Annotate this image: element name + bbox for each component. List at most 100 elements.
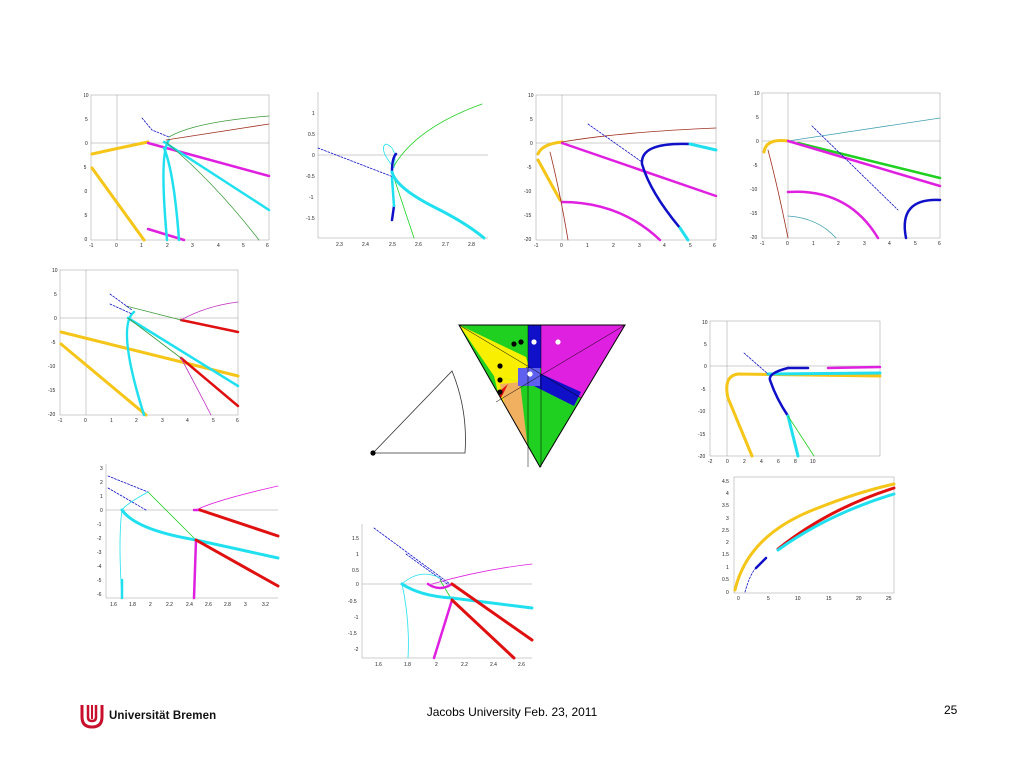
blue-dashed xyxy=(811,125,899,211)
svg-text:2: 2 xyxy=(166,243,169,248)
svg-text:0: 0 xyxy=(560,243,563,248)
magenta-loop xyxy=(426,582,454,590)
magenta-thin xyxy=(431,563,533,585)
axes xyxy=(709,320,881,457)
svg-text:-20: -20 xyxy=(48,412,55,418)
sector-diagram xyxy=(370,370,466,456)
green-thin-2 xyxy=(165,141,260,241)
magenta-line xyxy=(146,141,271,178)
svg-text:1: 1 xyxy=(356,552,359,558)
region-yellow xyxy=(459,325,534,384)
svg-text:-1: -1 xyxy=(354,615,359,621)
svg-text:0: 0 xyxy=(100,508,103,514)
axes xyxy=(59,269,239,416)
marker-black-1 xyxy=(511,341,517,347)
magenta-thin-2 xyxy=(180,357,212,416)
svg-text:0: 0 xyxy=(756,139,759,145)
university-logo: Universität Bremen xyxy=(80,702,216,730)
svg-text:-1: -1 xyxy=(309,195,314,201)
plot-panel-2: 1 0.5 0 -0.5 -1 -1.5 2.3 2.4 2.5 2.6 2.7 2.8 xyxy=(306,92,488,248)
svg-text:5: 5 xyxy=(54,292,57,298)
svg-text:10: 10 xyxy=(528,93,534,99)
svg-text:-20: -20 xyxy=(84,237,87,243)
svg-text:3.2: 3.2 xyxy=(262,602,269,608)
marker-white-3 xyxy=(527,371,533,377)
phase-triangle xyxy=(458,324,626,468)
axes xyxy=(535,94,717,241)
svg-text:5: 5 xyxy=(689,243,692,248)
cyan-thin-lower xyxy=(401,583,409,659)
svg-text:6: 6 xyxy=(713,243,716,248)
svg-text:1: 1 xyxy=(140,243,143,248)
teal-thin xyxy=(787,117,941,142)
green-thick xyxy=(796,141,942,180)
blue-thick xyxy=(640,142,692,230)
svg-text:2: 2 xyxy=(435,662,438,668)
svg-text:-20: -20 xyxy=(698,454,705,460)
svg-text:1.5: 1.5 xyxy=(722,552,729,558)
svg-text:1.6: 1.6 xyxy=(110,602,117,608)
svg-text:-15: -15 xyxy=(750,211,757,217)
svg-text:1.8: 1.8 xyxy=(129,602,136,608)
svg-text:0: 0 xyxy=(85,141,88,147)
cyan-thin xyxy=(121,491,149,511)
red-thick-1 xyxy=(450,582,534,642)
brown-thin xyxy=(165,123,270,141)
magenta-arc xyxy=(786,190,880,240)
svg-text:20: 20 xyxy=(856,596,862,602)
svg-text:6: 6 xyxy=(266,243,269,248)
yellow-branch-upper xyxy=(536,140,564,156)
svg-text:-1: -1 xyxy=(534,243,539,248)
brown-thin-lower xyxy=(549,151,569,241)
marker-black-5 xyxy=(497,389,503,395)
svg-text:-5: -5 xyxy=(84,165,87,171)
svg-text:-10: -10 xyxy=(750,187,757,193)
svg-text:2.4: 2.4 xyxy=(362,242,369,248)
blue-thick-lower xyxy=(390,204,396,222)
svg-text:-5: -5 xyxy=(701,387,706,393)
curves xyxy=(762,117,942,240)
svg-text:5: 5 xyxy=(704,342,707,348)
magenta-line xyxy=(560,141,718,198)
blue-dashed-2 xyxy=(109,303,133,315)
curves xyxy=(59,293,240,417)
svg-text:5: 5 xyxy=(530,117,533,123)
svg-text:-15: -15 xyxy=(698,432,705,438)
bremen-logo-icon xyxy=(80,705,104,729)
svg-text:0: 0 xyxy=(786,241,789,247)
curves xyxy=(725,352,882,458)
marker-white-2 xyxy=(555,339,561,345)
svg-text:3: 3 xyxy=(638,243,641,248)
curves xyxy=(733,482,896,593)
svg-text:0: 0 xyxy=(356,582,359,588)
svg-text:2.6: 2.6 xyxy=(415,242,422,248)
region-green-top xyxy=(459,325,528,357)
red-thick xyxy=(776,486,896,551)
magenta-thick xyxy=(432,598,454,660)
svg-text:2.5: 2.5 xyxy=(722,528,729,534)
cyan-thick xyxy=(688,142,718,152)
red-line-1 xyxy=(179,318,240,334)
curves xyxy=(90,115,271,242)
svg-text:4: 4 xyxy=(663,243,666,248)
svg-text:2: 2 xyxy=(612,243,615,248)
axes xyxy=(761,92,941,239)
yellow-line-2 xyxy=(59,342,148,417)
svg-text:15: 15 xyxy=(826,596,832,602)
svg-text:-2: -2 xyxy=(354,647,359,653)
green-thin-2 xyxy=(127,317,182,359)
svg-text:-6: -6 xyxy=(97,592,102,598)
svg-text:2: 2 xyxy=(743,459,746,465)
magenta-thin xyxy=(180,301,239,321)
svg-text:0: 0 xyxy=(737,596,740,602)
svg-text:-2: -2 xyxy=(708,459,713,465)
svg-text:-5: -5 xyxy=(753,163,758,169)
blue-dashed-2 xyxy=(107,487,147,511)
cyan-thick xyxy=(776,492,896,552)
triangle-markers xyxy=(497,339,561,395)
svg-text:0: 0 xyxy=(726,459,729,465)
region-magenta xyxy=(541,325,625,398)
